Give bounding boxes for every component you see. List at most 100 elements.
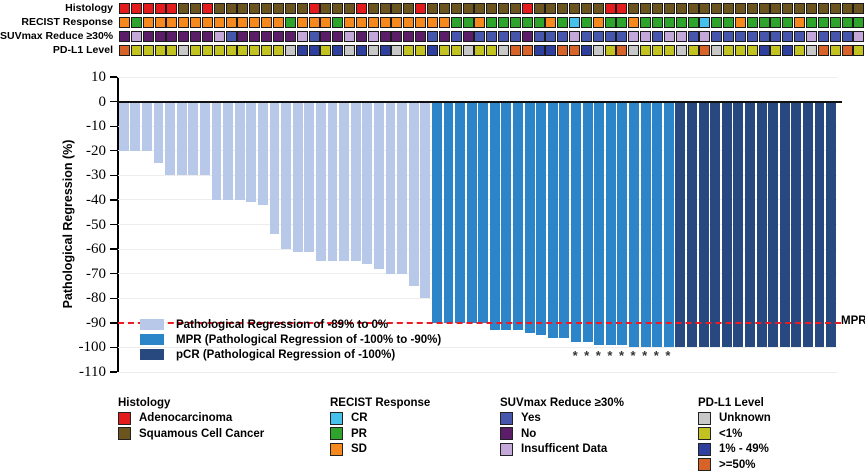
y-tick-label: -110: [79, 364, 106, 380]
track-cell: [415, 31, 427, 42]
legend-item-swatch: [698, 427, 711, 441]
asterisk-marker: *: [595, 348, 601, 364]
track-cell: [758, 31, 770, 42]
track-cell: [272, 31, 284, 42]
track-cell: [344, 3, 356, 14]
y-tick-label: -100: [78, 339, 107, 356]
legend-group-histology: Histology Adenocarcinoma Squamous Cell Ca…: [118, 397, 265, 441]
track-cell: [675, 17, 687, 28]
track-cells-suvmax: [119, 31, 865, 42]
track-cell: [569, 3, 581, 14]
legend-item-swatch: [500, 427, 513, 441]
track-cell: [261, 17, 273, 28]
track-cell: [225, 3, 237, 14]
track-cell: [746, 17, 758, 28]
legend-item-swatch: [330, 442, 343, 456]
waterfall-bar: [617, 101, 628, 345]
y-tick-mark: [110, 223, 117, 226]
track-cell: [628, 3, 640, 14]
waterfall-bar: [130, 101, 141, 151]
track-cell: [355, 3, 367, 14]
legend-item-label: SD: [351, 443, 367, 456]
y-tick-label: -20: [86, 142, 106, 159]
track-cell: [438, 17, 450, 28]
track-cell: [403, 3, 415, 14]
track-cells-histology: [119, 3, 865, 14]
track-cell: [663, 45, 675, 56]
asterisk-marker: *: [618, 348, 625, 364]
track-cell: [521, 3, 533, 14]
track-cell: [344, 31, 356, 42]
track-cell: [663, 3, 675, 14]
waterfall-bar: [304, 101, 315, 252]
track-cell: [474, 3, 486, 14]
waterfall-bar: [663, 101, 674, 348]
legend-row-mpr: MPR (Pathological Regression of -100% to…: [140, 334, 441, 346]
y-tick-label: -60: [86, 241, 106, 258]
track-cell: [237, 31, 249, 42]
legend-item: <1%: [698, 427, 771, 441]
gridline: [118, 224, 837, 225]
waterfall-bar: [246, 101, 257, 203]
waterfall-bar: [385, 101, 396, 274]
y-tick-mark: [110, 346, 117, 349]
track-cell: [557, 45, 569, 56]
track-cell: [426, 31, 438, 42]
legend-item: SD: [330, 442, 430, 456]
track-cell: [486, 45, 498, 56]
legend-item-swatch: [330, 411, 343, 425]
track-cell: [403, 17, 415, 28]
track-cell: [628, 17, 640, 28]
waterfall-bar: [141, 101, 152, 151]
waterfall-bar: [652, 101, 663, 348]
legend-item-swatch: [698, 458, 711, 472]
waterfall-bar: [675, 101, 686, 348]
track-cell: [711, 17, 723, 28]
legend-item: Yes: [500, 411, 624, 425]
legend-item-label: Squamous Cell Cancer: [139, 427, 265, 440]
legend-item: PR: [330, 427, 430, 441]
waterfall-bar: [466, 101, 477, 323]
track-cell: [367, 45, 379, 56]
track-cell: [438, 31, 450, 42]
waterfall-bar: [292, 101, 303, 252]
track-cell: [699, 17, 711, 28]
track-cell: [711, 3, 723, 14]
track-cell: [308, 3, 320, 14]
track-cell: [225, 31, 237, 42]
track-cell: [746, 45, 758, 56]
track-cells-recist: [119, 17, 865, 28]
track-cell: [178, 17, 190, 28]
track-cell: [308, 31, 320, 42]
track-cell: [237, 17, 249, 28]
track-cell: [829, 31, 841, 42]
track-cell: [320, 45, 332, 56]
y-tick-mark: [110, 125, 117, 127]
waterfall-bar: [211, 101, 222, 200]
legend-item: Squamous Cell Cancer: [118, 427, 265, 441]
legend-item: 1% - 49%: [698, 442, 771, 456]
gridline: [118, 297, 837, 299]
track-cell: [367, 17, 379, 28]
track-cell: [379, 17, 391, 28]
track-cell: [272, 3, 284, 14]
track-cell: [817, 17, 829, 28]
y-tick-mark: [110, 174, 117, 177]
waterfall-bar: [791, 101, 802, 348]
track-cell: [640, 45, 652, 56]
gridline: [118, 273, 837, 275]
legend-swatch-light: [140, 319, 164, 330]
y-tick-label: 10: [91, 69, 106, 85]
y-tick-mark: [110, 273, 117, 275]
track-cell: [592, 3, 604, 14]
track-cell: [201, 45, 213, 56]
gridline: [118, 174, 837, 176]
mpr-threshold-line: [118, 321, 841, 324]
track-cell: [403, 31, 415, 42]
track-cell: [699, 45, 711, 56]
gridline: [118, 125, 837, 127]
track-cell: [332, 31, 344, 42]
legend-group-title: RECIST Response: [330, 397, 431, 409]
track-cell: [580, 45, 592, 56]
track-cells-pdl1: [119, 45, 865, 56]
